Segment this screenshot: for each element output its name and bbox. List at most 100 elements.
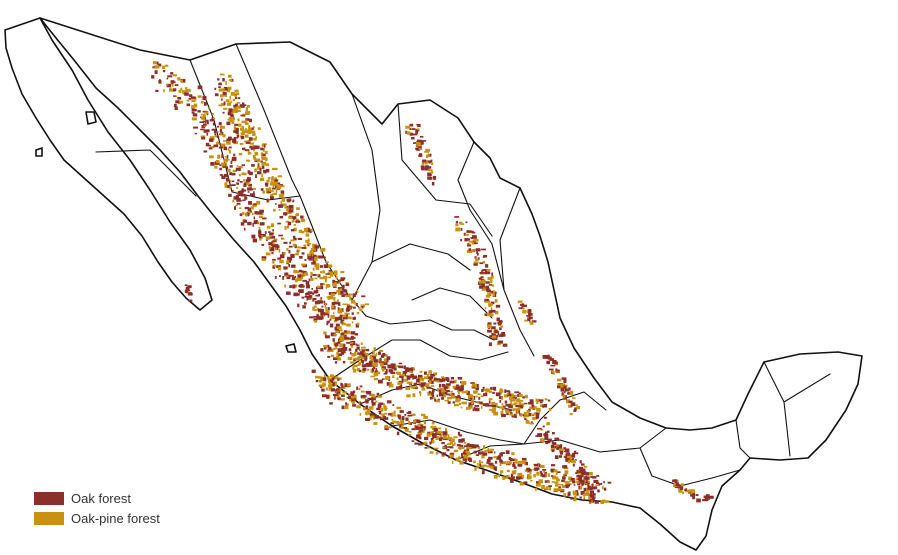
forest-patch <box>285 220 290 223</box>
forest-patch <box>434 398 437 402</box>
forest-patch <box>558 455 562 458</box>
forest-patch <box>473 261 479 264</box>
forest-patch <box>320 271 323 274</box>
forest-patch <box>340 320 343 324</box>
forest-patch <box>312 257 314 261</box>
forest-patch <box>506 413 509 416</box>
forest-patch <box>482 269 487 271</box>
forest-patch <box>419 392 422 396</box>
forest-patch <box>416 378 420 383</box>
forest-patch <box>535 488 537 491</box>
forest-patch <box>592 483 594 488</box>
forest-patch <box>430 425 433 429</box>
forest-patch <box>512 462 515 466</box>
forest-patch <box>499 452 503 457</box>
forest-patch <box>417 431 423 436</box>
forest-patch <box>197 95 202 98</box>
forest-patch <box>334 317 339 321</box>
forest-patch <box>257 221 260 225</box>
forest-patch <box>335 376 339 380</box>
forest-patch <box>403 365 406 370</box>
forest-patch <box>271 244 275 247</box>
forest-patch <box>242 147 246 151</box>
forest-patch <box>209 119 215 122</box>
forest-patch <box>525 420 530 424</box>
forest-patch <box>235 204 238 207</box>
forest-patch <box>348 396 351 399</box>
forest-patch <box>185 87 188 90</box>
forest-patch <box>485 300 491 303</box>
forest-patch <box>681 483 684 487</box>
forest-patch <box>485 281 490 284</box>
forest-patch <box>321 305 324 308</box>
forest-patch <box>230 114 234 117</box>
forest-patch <box>238 192 242 197</box>
forest-patch <box>458 439 463 443</box>
forest-patch <box>457 431 461 436</box>
forest-patch <box>218 82 222 86</box>
forest-patch <box>341 308 344 312</box>
forest-patch <box>479 285 484 289</box>
forest-patch <box>350 343 353 346</box>
forest-patch <box>498 396 503 400</box>
forest-patch <box>245 111 251 114</box>
forest-patch <box>275 247 277 251</box>
forest-patch <box>442 431 448 434</box>
state-border <box>235 43 301 197</box>
forest-patch <box>233 126 236 131</box>
forest-patch <box>471 383 477 388</box>
state-border <box>735 419 751 459</box>
forest-patch <box>524 418 527 420</box>
forest-patch <box>316 307 319 311</box>
forest-patch <box>214 93 219 97</box>
forest-patch <box>188 97 192 100</box>
forest-patch <box>351 305 354 308</box>
forest-patch <box>329 318 332 321</box>
forest-patch <box>543 433 548 437</box>
forest-patch <box>232 199 235 203</box>
forest-patch <box>505 450 510 454</box>
forest-patch <box>360 390 365 393</box>
forest-patch <box>369 393 375 397</box>
forest-patch <box>347 293 353 296</box>
forest-patch <box>201 125 206 129</box>
forest-patch <box>593 493 596 496</box>
forest-patch <box>413 382 418 386</box>
forest-patch <box>477 252 479 256</box>
state-border <box>371 243 471 271</box>
forest-patch <box>252 212 254 216</box>
state-border <box>95 149 197 197</box>
forest-patch <box>470 230 474 233</box>
forest-patch <box>472 390 478 393</box>
forest-patch <box>573 460 576 463</box>
forest-patch <box>309 316 314 319</box>
forest-patch <box>490 275 494 279</box>
forest-patch <box>420 429 424 432</box>
forest-patch <box>214 165 218 169</box>
forest-patch <box>228 88 231 93</box>
forest-patch <box>486 313 491 317</box>
forest-patch <box>467 243 469 247</box>
forest-patch <box>338 353 343 357</box>
forest-patch <box>431 433 437 438</box>
forest-patch <box>330 374 335 378</box>
forest-patch <box>555 472 558 475</box>
forest-patch <box>238 207 242 209</box>
forest-patch <box>462 447 465 449</box>
forest-patch <box>351 353 356 357</box>
forest-patch <box>173 103 177 107</box>
forest-patch <box>354 397 357 401</box>
forest-patch <box>254 211 258 215</box>
forest-patch <box>543 469 545 473</box>
forest-patch <box>467 443 470 445</box>
forest-patch <box>240 193 246 197</box>
forest-patch <box>289 241 291 245</box>
forest-patch <box>391 364 396 367</box>
forest-patch <box>236 102 241 104</box>
forest-patch <box>379 417 384 419</box>
forest-patch <box>290 239 295 242</box>
forest-patch <box>269 248 275 252</box>
forest-patch <box>310 248 313 251</box>
forest-patch <box>218 104 222 107</box>
forest-patch <box>379 416 382 421</box>
